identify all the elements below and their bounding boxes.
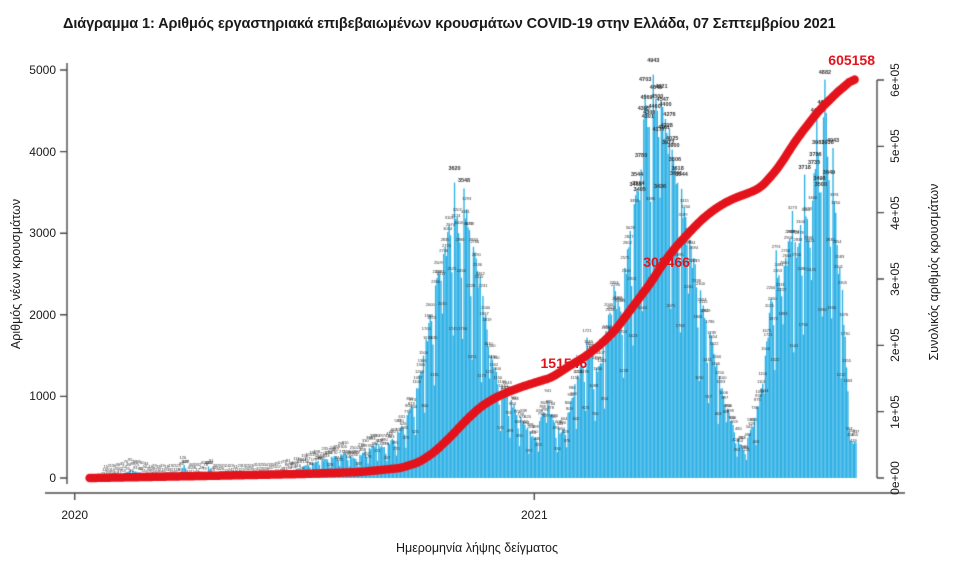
y-axis-right-title: Συνολικός αριθμός κρουσμάτων <box>927 183 941 361</box>
x-tick-label: 2020 <box>61 508 89 522</box>
x-axis-title: Ημερομηνία λήψης δείγματος <box>395 541 559 555</box>
y-right-tick-label: 5e+05 <box>888 129 902 164</box>
y-left-tick-label: 4000 <box>29 144 56 159</box>
y-right-tick-label: 6e+05 <box>888 63 902 97</box>
chart-title: Διάγραμμα 1: Αριθμός εργαστηριακά επιβεβ… <box>63 16 836 32</box>
x-tick-label: 2021 <box>520 508 548 522</box>
y-right-tick-label: 1e+05 <box>888 394 902 429</box>
y-right-tick-label: 3e+05 <box>888 262 902 296</box>
milestone-annotation: 151546 <box>540 355 588 372</box>
y-left-tick-label: 3000 <box>29 226 56 241</box>
y-axis-left-title: Αριθμός νέων κρουσμάτων <box>9 198 23 350</box>
y-left-tick-label: 5000 <box>29 63 56 77</box>
y-right-tick-label: 4e+05 <box>888 195 902 230</box>
y-right-tick-label: 2e+05 <box>888 328 902 363</box>
y-left-tick-label: 2000 <box>29 307 56 322</box>
milestone-annotation: 302466 <box>643 254 690 271</box>
y-right-tick-label: 0e+00 <box>888 461 902 495</box>
y-left-tick-label: 0 <box>49 471 56 485</box>
milestone-annotation: 605158 <box>828 51 875 68</box>
y-left-tick-label: 1000 <box>29 389 56 404</box>
